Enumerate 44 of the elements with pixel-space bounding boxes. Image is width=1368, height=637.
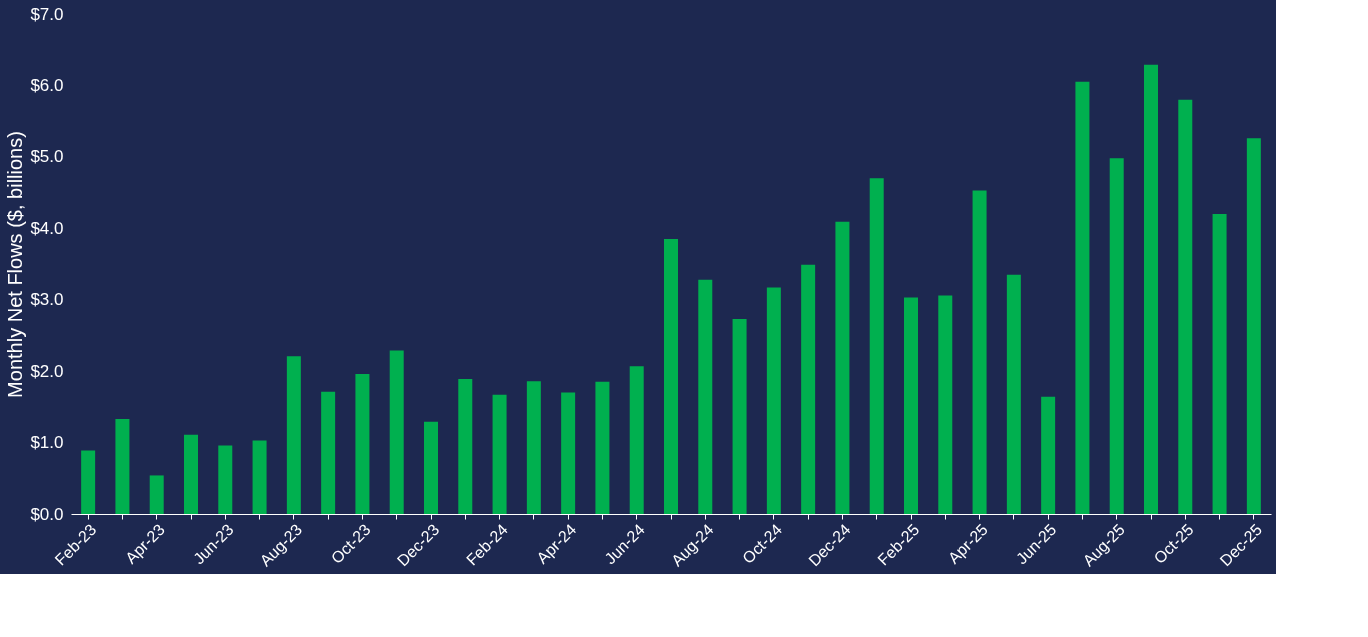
bar [286, 356, 301, 514]
bar [218, 445, 233, 514]
bar [492, 394, 507, 514]
bar [904, 297, 918, 514]
y-tick-label: $6.0 [30, 75, 64, 95]
y-tick-label: $1.0 [30, 433, 64, 453]
bar [1006, 274, 1021, 514]
bar [629, 366, 644, 514]
bar [1041, 396, 1056, 514]
bar [252, 440, 267, 514]
bar [801, 264, 816, 514]
bar [1212, 214, 1227, 514]
y-axis-title: Monthly Net Flows ($, billions) [4, 131, 27, 398]
bar [526, 381, 541, 514]
bar [561, 392, 576, 514]
y-tick-label: $7.0 [30, 4, 64, 24]
y-tick-label: $3.0 [30, 290, 64, 310]
y-tick-label: $2.0 [30, 361, 64, 381]
y-tick-label: $4.0 [30, 218, 64, 238]
bar [389, 350, 404, 514]
bar [184, 434, 198, 514]
bar [458, 379, 473, 514]
bar [595, 381, 610, 514]
y-tick-label: $0.0 [30, 504, 64, 524]
bar [355, 374, 370, 514]
bar [732, 319, 747, 514]
bar [424, 421, 438, 514]
bar [1246, 138, 1261, 514]
bar [1109, 158, 1124, 514]
bar [869, 178, 884, 514]
bar [81, 450, 96, 514]
bar [835, 221, 850, 514]
bar [972, 190, 987, 514]
bar [1075, 81, 1090, 514]
bar [149, 475, 164, 514]
bar [1178, 99, 1193, 514]
bar [321, 391, 336, 514]
bar [664, 239, 678, 514]
bar [698, 279, 713, 514]
bar [1144, 64, 1158, 514]
bar [766, 287, 781, 514]
y-tick-label: $5.0 [30, 147, 64, 167]
bar [938, 295, 953, 514]
bar [115, 419, 130, 514]
